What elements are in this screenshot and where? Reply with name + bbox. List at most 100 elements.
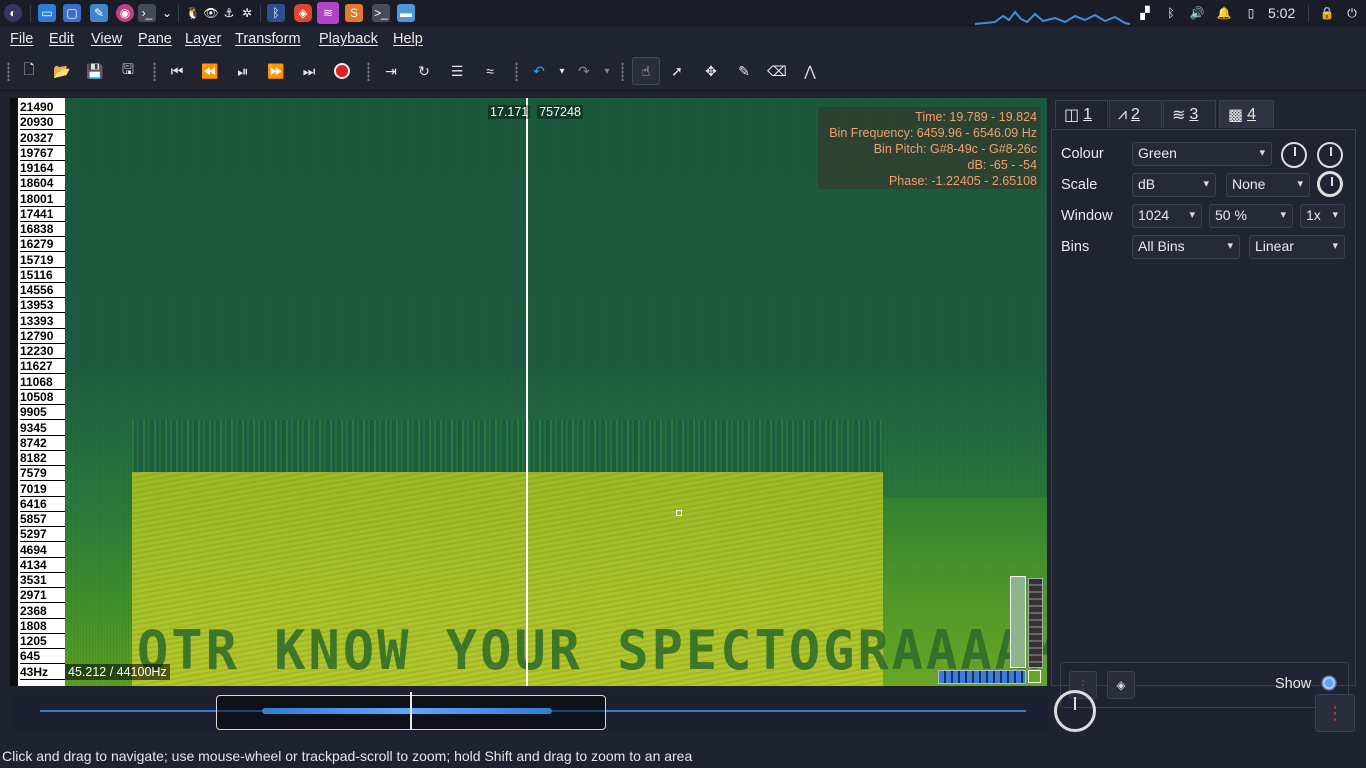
clock[interactable]: 5:02 [1268,5,1296,21]
tab-pane[interactable]: ◫ 1 [1055,100,1108,128]
select-icon[interactable]: ➚ [671,62,683,79]
erase-icon[interactable]: ⌫ [767,62,787,79]
tab-content: Colour Green Scale dB None Window 1024 5… [1051,129,1356,708]
menu-pane[interactable]: Pane [138,31,172,47]
folder-icon[interactable]: ▬ [397,4,415,22]
record-icon[interactable] [331,61,353,81]
solo-icon[interactable]: ☰ [450,62,464,79]
toolbar-grip[interactable] [153,62,156,81]
horizontal-zoom-strip[interactable] [938,670,1026,684]
playback-speed-knob[interactable] [1054,690,1096,732]
constrain-icon[interactable]: ⇥ [385,62,397,79]
redo-icon[interactable]: ↷ [578,62,590,79]
level-meter [1010,576,1026,668]
bluetooth-tray-icon[interactable]: ᛒ [1167,6,1175,20]
notification-icon[interactable]: 🔔 [1216,6,1232,20]
draw-icon[interactable]: ✎ [738,62,750,79]
zoom-reset-box[interactable] [1028,670,1041,683]
toolbar-grip[interactable] [621,62,624,81]
navigate-icon[interactable]: ☝ [632,57,660,85]
layer-play-icon[interactable]: ◈ [1107,671,1135,699]
playhead[interactable] [526,98,528,686]
scale-label: 16838 [20,222,68,238]
menu-file[interactable]: File [10,31,34,47]
anchor-icon[interactable]: ⚓ [223,6,235,20]
show-toggle[interactable] [1321,675,1337,691]
overview-strip[interactable] [10,690,1047,732]
menu-transform[interactable]: Transform [235,31,301,47]
tab-audio[interactable]: ≋ 3 [1163,100,1216,128]
toolbar-grip[interactable] [7,62,10,81]
lock-icon[interactable]: 🔒 [1319,6,1335,20]
menu-view[interactable]: View [91,31,123,47]
move-icon[interactable]: ✥ [705,62,717,79]
overview-playhead[interactable] [410,692,412,730]
signal-icon[interactable]: ▞ [1140,6,1150,20]
volume-icon[interactable]: 🔊 [1189,6,1205,20]
measure-icon[interactable]: ⋀ [804,62,816,79]
bins-scale-select[interactable]: Linear [1249,235,1345,259]
bins-select[interactable]: All Bins [1132,235,1240,259]
layer-summary-icon[interactable]: ⋮ [1315,694,1355,732]
sublime-icon[interactable]: S [345,4,363,22]
play-pause-icon[interactable]: ⏯ [237,62,249,79]
toolbar-grip[interactable] [367,62,370,81]
linux-icon[interactable]: 🐧 [185,6,201,20]
menu-playback[interactable]: Playback [319,31,378,47]
menu-layer[interactable]: Layer [185,31,222,47]
gain-knob[interactable] [1281,142,1307,168]
fast-forward-end-icon[interactable]: ⏭ [302,62,316,79]
files-icon[interactable]: ▢ [63,4,81,22]
scale-label: 1205 [20,634,68,650]
undo-icon[interactable]: ↶ [533,62,545,79]
colour-rotation-knob[interactable] [1317,171,1343,197]
scale-label: 6416 [20,497,68,512]
battery-icon[interactable]: ▯ [1247,6,1255,20]
normalize-select[interactable]: None [1226,173,1310,197]
brave-icon[interactable]: ◈ [294,4,312,22]
colour-select[interactable]: Green [1132,142,1272,166]
record-icon[interactable]: ◉ [116,4,134,22]
menu-help[interactable]: Help [393,31,423,47]
new-icon[interactable]: 🗋 [23,61,35,77]
undo-menu-icon[interactable]: ▾ [559,65,565,77]
menu-edit[interactable]: Edit [49,31,74,47]
rewind-start-icon[interactable]: ⏮ [170,62,184,79]
fast-forward-icon[interactable]: ⏩ [267,62,285,79]
rewind-icon[interactable]: ⏪ [201,62,219,79]
eye-icon[interactable]: 👁 [203,6,219,20]
window-size-select[interactable]: 1024 [1132,204,1202,228]
show-label: Show [1275,676,1312,692]
audio-app-icon[interactable]: ≋ [317,2,339,24]
arrow-icon[interactable]: ⌄ [161,6,173,20]
debug-icon[interactable]: ✲ [241,6,253,20]
redo-menu-icon[interactable]: ▾ [604,65,610,77]
app-launcher-icon[interactable]: ◐ [4,4,22,22]
menubar: File Edit View Pane Layer Transform Play… [0,27,1366,52]
scale-select[interactable]: dB [1132,173,1216,197]
threshold-knob[interactable] [1317,142,1343,168]
save-icon[interactable]: 💾 [86,62,104,79]
loop-icon[interactable]: ↻ [418,62,430,79]
oversampling-select[interactable]: 1x [1300,204,1345,228]
tab-waveform[interactable]: ⩘ 2 [1109,100,1162,128]
editor-icon[interactable]: ✎ [90,4,108,22]
window-overlap-select[interactable]: 50 % [1209,204,1293,228]
spectrogram-view[interactable]: OTR KNOW YOUR SPECTOGRAAAAMS? 17.171 757… [65,98,1047,686]
bluetooth-icon[interactable]: ᛒ [267,4,285,22]
terminal2-icon[interactable]: >_ [372,4,390,22]
toolbar-grip[interactable] [515,62,518,81]
spectrogram-pane[interactable]: 21490 20930 20327 19767 19164 18604 18001 17441… [10,98,1047,686]
info-time: Time: 19.789 - 19.824 [915,110,1037,124]
tab-label: 4 [1247,105,1257,123]
save-as-icon[interactable]: 🖫 [122,61,134,77]
overview-waveform-highlight [262,708,552,714]
open-icon[interactable]: 📂 [53,62,71,79]
selection-scale-icon[interactable]: ≈ [486,63,494,79]
scale-label: 1808 [20,619,68,634]
terminal-icon[interactable]: ▭ [38,4,56,22]
tab-spectrogram[interactable]: ▩ 4 [1219,100,1274,128]
power-icon[interactable]: ⏻ [1347,5,1357,20]
taskbar: ◐ ▭ ▢ ✎ ◉ ›_ ⌄ 🐧 👁 ⚓ ✲ ᛒ ◈ ≋ S >_ ▬ ▞ ᛒ … [0,0,1366,28]
console-icon[interactable]: ›_ [138,4,156,22]
